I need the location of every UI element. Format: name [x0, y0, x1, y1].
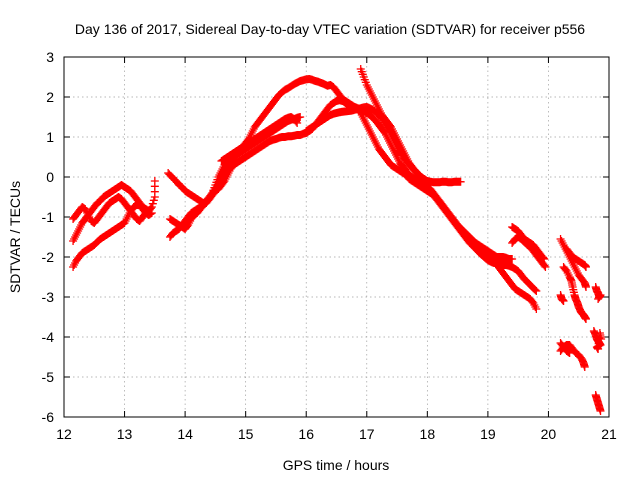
series-track-m	[562, 245, 590, 271]
y-axis-label: SDTVAR / TECUs	[7, 181, 23, 293]
x-tick-label: 13	[117, 426, 133, 442]
data-point-marker	[541, 263, 550, 271]
data-point-marker	[581, 283, 590, 291]
data-point-marker	[596, 407, 605, 415]
data-point-marker	[292, 117, 301, 126]
x-tick-label: 14	[177, 426, 193, 442]
series-track-r	[591, 283, 605, 303]
data-point-marker	[531, 286, 540, 295]
data-point-marker	[565, 349, 574, 357]
data-point-marker	[508, 255, 517, 263]
data-point-marker	[140, 210, 149, 219]
x-tick-label: 12	[56, 426, 72, 442]
series-track-l	[556, 235, 590, 291]
data-point-marker	[141, 209, 150, 217]
data-point-marker	[597, 335, 606, 343]
series-track-s	[589, 327, 606, 353]
data-point-marker	[580, 363, 589, 371]
data-point-marker	[293, 119, 302, 127]
series-track-o	[556, 291, 568, 305]
data-point-marker	[296, 113, 305, 121]
x-tick-label: 17	[359, 426, 375, 442]
x-axis-label: GPS time / hours	[283, 457, 390, 473]
data-point-marker	[146, 209, 155, 218]
data-point-marker	[581, 263, 590, 271]
grid	[64, 57, 609, 417]
x-tick-label: 20	[541, 426, 557, 442]
data-point-marker	[532, 287, 541, 295]
series-track-k	[508, 233, 550, 271]
series-track-t	[591, 391, 605, 415]
data-point-marker	[564, 348, 573, 357]
series-track-g	[217, 113, 302, 165]
series-track-i	[356, 65, 541, 295]
y-tick-label: 2	[46, 89, 54, 105]
y-tick-label: -4	[42, 329, 55, 345]
data-point-marker	[559, 297, 568, 305]
y-tick-label: -5	[42, 369, 55, 385]
data-point-marker	[532, 305, 541, 313]
data-point-marker	[149, 196, 158, 205]
y-tick-label: 3	[46, 49, 54, 65]
data-point-marker	[148, 199, 157, 208]
data-point-marker	[581, 315, 590, 323]
data-point-marker	[594, 295, 603, 303]
plot-frame	[63, 56, 610, 418]
data-point-marker	[540, 261, 549, 270]
y-tick-label: 1	[46, 129, 54, 145]
series-track-c	[69, 193, 150, 227]
y-tick-label: -2	[42, 249, 55, 265]
data-point-marker	[456, 177, 465, 186]
x-tick-label: 19	[480, 426, 496, 442]
data-point-marker	[594, 293, 603, 302]
data-point-marker	[150, 177, 159, 185]
x-tick-label: 15	[238, 426, 254, 442]
y-tick-label: 0	[46, 169, 54, 185]
y-tick-label: -3	[42, 289, 55, 305]
data-point-marker	[531, 303, 540, 311]
x-tick-label: 18	[420, 426, 436, 442]
series-track-b	[69, 201, 156, 271]
chart-title: Day 136 of 2017, Sidereal Day-to-day VTE…	[75, 21, 585, 37]
x-tick-label: 16	[298, 426, 314, 442]
y-tick-label: -6	[42, 409, 55, 425]
y-tick-label: -1	[42, 209, 55, 225]
data-point-marker	[564, 271, 573, 279]
data-points	[69, 65, 606, 415]
series-track-q	[556, 339, 574, 357]
series-track-n	[559, 263, 590, 323]
x-tick-label: 21	[601, 426, 617, 442]
